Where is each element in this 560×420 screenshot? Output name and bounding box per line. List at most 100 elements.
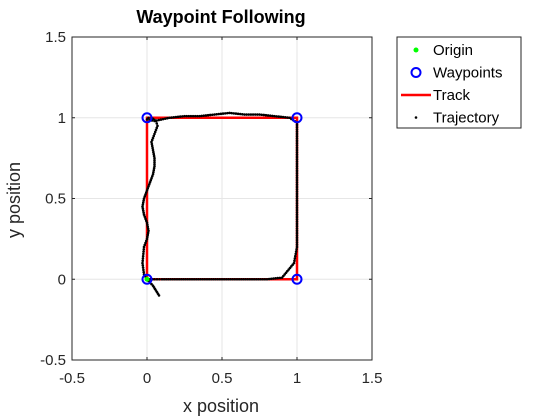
trajectory-point (209, 277, 213, 281)
trajectory-point (150, 177, 153, 180)
legend-item: Waypoints (410, 65, 502, 82)
trajectory-point (295, 183, 299, 186)
waypoint-marker (141, 273, 153, 285)
trajectory-point (199, 277, 202, 281)
trajectory-point (146, 223, 149, 227)
trajectory-point (142, 213, 146, 216)
trajectory-point (215, 112, 218, 116)
trajectory-point (142, 199, 145, 202)
trajectory-point (151, 148, 155, 152)
trajectory-point (295, 151, 299, 154)
trajectory-point (293, 259, 296, 263)
trajectory-point (295, 211, 299, 214)
trajectory-point (150, 174, 154, 178)
trajectory-point (183, 114, 186, 118)
waypoint-marker (141, 112, 153, 124)
trajectory-point (295, 178, 299, 182)
trajectory-point (162, 277, 166, 281)
trajectory-point (272, 277, 275, 280)
trajectory-point (262, 113, 266, 117)
trajectory-point (194, 277, 198, 281)
trajectory-point (150, 138, 154, 142)
trajectory-point (295, 139, 299, 143)
trajectory-point (144, 193, 147, 196)
trajectory-point (281, 115, 285, 119)
trajectory-point (178, 115, 182, 118)
legend-box (396, 36, 522, 129)
trajectory-point (185, 114, 188, 118)
trajectory-point (163, 117, 167, 120)
legend-symbol (410, 67, 422, 78)
trajectory-point (172, 115, 176, 119)
trajectory-point (219, 112, 223, 116)
trajectory-point (259, 277, 262, 281)
trajectory-point (141, 203, 145, 206)
trajectory-point (233, 277, 237, 281)
legend-items: Origin Waypoints Track Trajectory (401, 42, 502, 127)
trajectory-point (142, 250, 145, 253)
trajectory-point (144, 241, 147, 245)
trajectory-point (295, 146, 299, 150)
trajectory-point (153, 162, 156, 166)
trajectory-point (190, 277, 194, 281)
trajectory-point (271, 114, 274, 118)
trajectory-point (294, 250, 298, 253)
trajectory-point (151, 172, 155, 176)
trajectory-point (147, 229, 150, 233)
trajectory-point (187, 114, 191, 118)
trajectory-point (295, 123, 299, 127)
trajectory-point (152, 150, 155, 154)
trajectory-point (248, 277, 252, 281)
trajectory-point (295, 169, 299, 173)
trajectory-point (153, 130, 157, 134)
trajectory-point (153, 119, 156, 123)
trajectory-point (147, 183, 151, 186)
trajectory-point (142, 211, 145, 214)
trajectory-point (242, 277, 245, 281)
trajectory-point (235, 277, 239, 281)
trajectory-point (159, 118, 163, 121)
trajectory-point (295, 206, 299, 210)
legend-label: Waypoints (433, 65, 502, 82)
trajectory-point (295, 220, 299, 223)
trajectory-point (153, 132, 156, 136)
trajectory-point (191, 114, 195, 118)
trajectory-point (224, 277, 228, 281)
x-tick-label: -0.5 (59, 370, 85, 387)
x-tick-label: 1 (293, 370, 301, 387)
trajectory-point (286, 116, 289, 119)
trajectory-point (278, 276, 282, 280)
trajectory-point (295, 134, 299, 138)
trajectory-point (208, 113, 212, 117)
trajectory-point (234, 112, 238, 115)
trajectory-point (295, 199, 299, 203)
y-tick-label: 0.5 (45, 191, 66, 208)
trajectory-point (226, 111, 229, 115)
trajectory-point (288, 116, 291, 120)
trajectory-point (295, 231, 299, 235)
trajectory-point (145, 118, 149, 121)
trajectory-point (161, 117, 165, 121)
trajectory-point (152, 154, 156, 158)
trajectory-point (145, 221, 149, 225)
trajectory-point (239, 277, 243, 281)
trajectory-point (295, 155, 299, 159)
trajectory-point (168, 116, 171, 120)
trajectory-point (295, 201, 299, 205)
waypoint-marker (291, 112, 303, 124)
trajectory-point (223, 112, 227, 115)
y-tick-label: -0.5 (40, 352, 66, 369)
trajectory-point (295, 213, 299, 216)
trajectory-point (170, 116, 173, 119)
trajectory-point (295, 132, 299, 136)
trajectory-point (295, 190, 299, 193)
trajectory-point (155, 126, 159, 130)
trajectory-point (295, 215, 299, 219)
trajectory-point (150, 144, 154, 148)
trajectory-point (141, 261, 144, 265)
trajectory-point (295, 130, 299, 133)
trajectory-point (295, 153, 299, 156)
trajectory-point (186, 277, 190, 281)
trajectory-point (205, 277, 209, 281)
trajectory-point (295, 222, 299, 226)
